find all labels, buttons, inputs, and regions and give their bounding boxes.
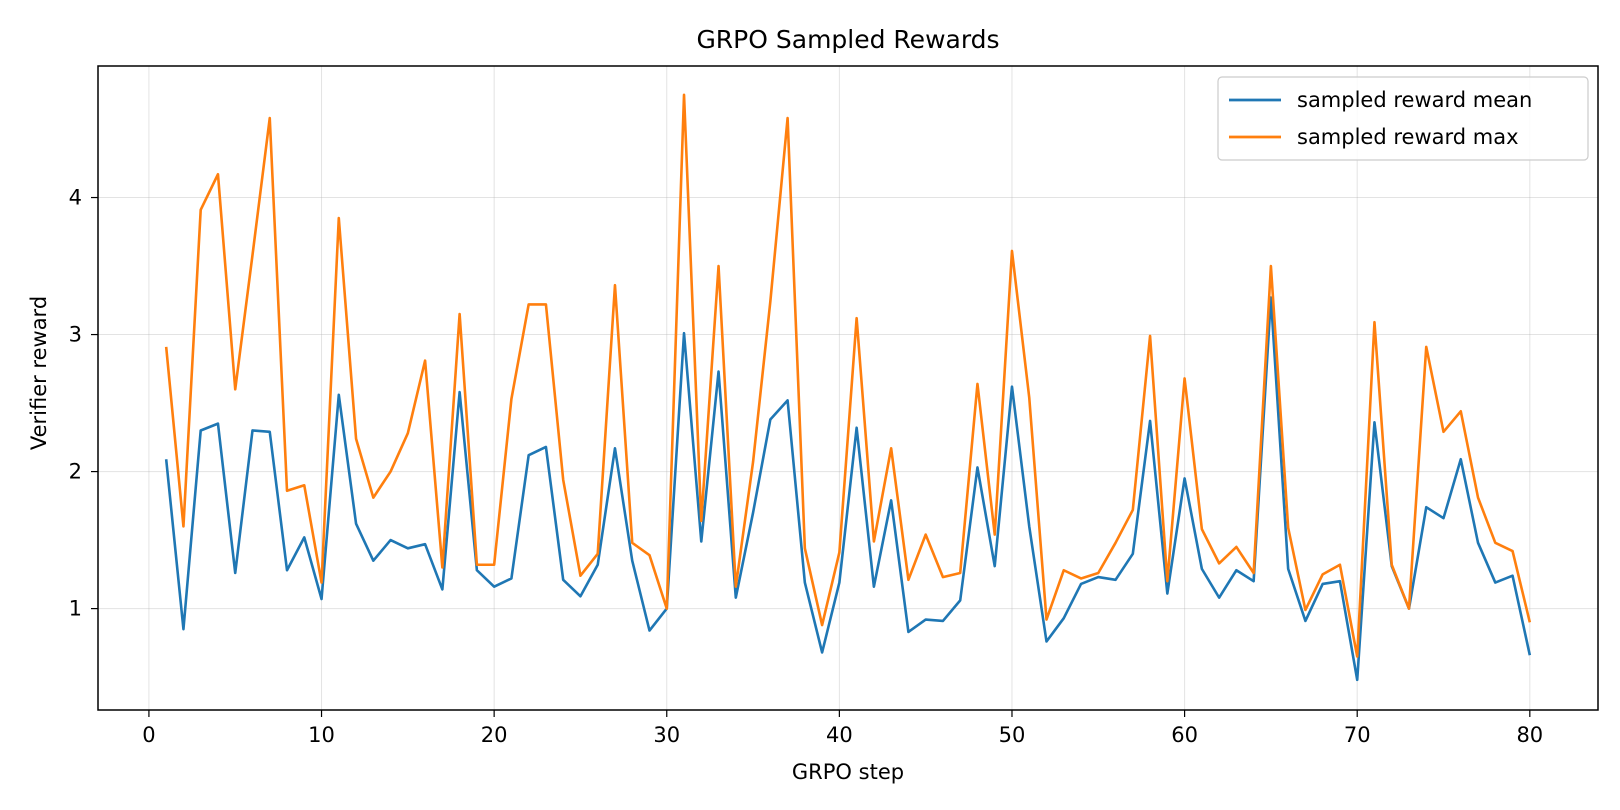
y-tick-label: 1 [69, 597, 82, 621]
legend-box [1217, 76, 1589, 161]
x-axis-ticks: 0 10 20 30 40 50 60 70 80 [142, 710, 1543, 747]
legend: sampled reward mean sampled reward max [1217, 76, 1589, 161]
y-tick-label: 2 [69, 460, 82, 484]
y-tick-label: 4 [69, 186, 82, 210]
legend-entry-1: sampled reward max [1297, 125, 1519, 149]
x-tick-label: 40 [826, 723, 853, 747]
series-line-0 [164, 296, 1532, 682]
x-tick-label: 10 [308, 723, 335, 747]
series-line-1 [164, 93, 1532, 658]
chart-title: GRPO Sampled Rewards [696, 25, 999, 54]
x-tick-label: 70 [1344, 723, 1371, 747]
legend-entry-0: sampled reward mean [1297, 88, 1532, 112]
plot-frame [97, 65, 1599, 711]
x-tick-label: 20 [481, 723, 508, 747]
x-tick-label: 30 [653, 723, 680, 747]
x-tick-label: 0 [142, 723, 155, 747]
y-axis-ticks: 1 2 3 4 [69, 186, 98, 621]
x-tick-label: 50 [999, 723, 1026, 747]
x-axis-label: GRPO step [792, 760, 904, 784]
y-tick-label: 3 [69, 323, 82, 347]
x-tick-label: 60 [1171, 723, 1198, 747]
y-axis-label: Verifier reward [27, 296, 51, 450]
series-lines [164, 93, 1532, 682]
x-tick-label: 80 [1516, 723, 1543, 747]
